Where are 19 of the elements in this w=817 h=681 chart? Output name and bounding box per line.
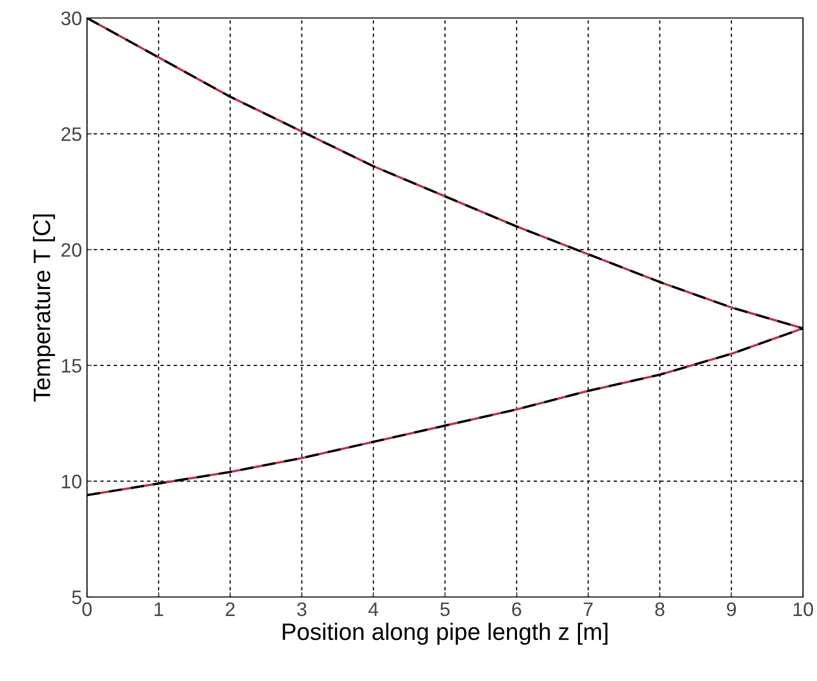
x-tick-label: 7	[584, 602, 593, 616]
y-tick-label: 15	[62, 359, 82, 373]
y-tick-label: 5	[72, 590, 82, 604]
x-tick-label: 2	[226, 602, 235, 616]
x-tick-label: 6	[512, 602, 522, 616]
y-tick-label: 30	[61, 11, 82, 26]
x-axis-title: Position along pipe length z [m]	[282, 622, 608, 645]
y-tick-label: 20	[61, 243, 82, 257]
y-tick-label: 25	[61, 127, 82, 142]
y-tick-label: 10	[62, 474, 82, 488]
x-tick-label: 5	[440, 602, 450, 616]
x-tick-label: 3	[297, 602, 306, 616]
x-tick-label: 8	[655, 602, 664, 616]
x-tick-label: 4	[368, 602, 378, 616]
y-axis-title: Temperature T [C]	[32, 214, 55, 402]
x-tick-label: 0	[82, 602, 92, 616]
x-tick-label: 1	[154, 602, 164, 616]
x-tick-label: 10	[794, 602, 814, 616]
x-tick-label: 9	[726, 602, 736, 616]
